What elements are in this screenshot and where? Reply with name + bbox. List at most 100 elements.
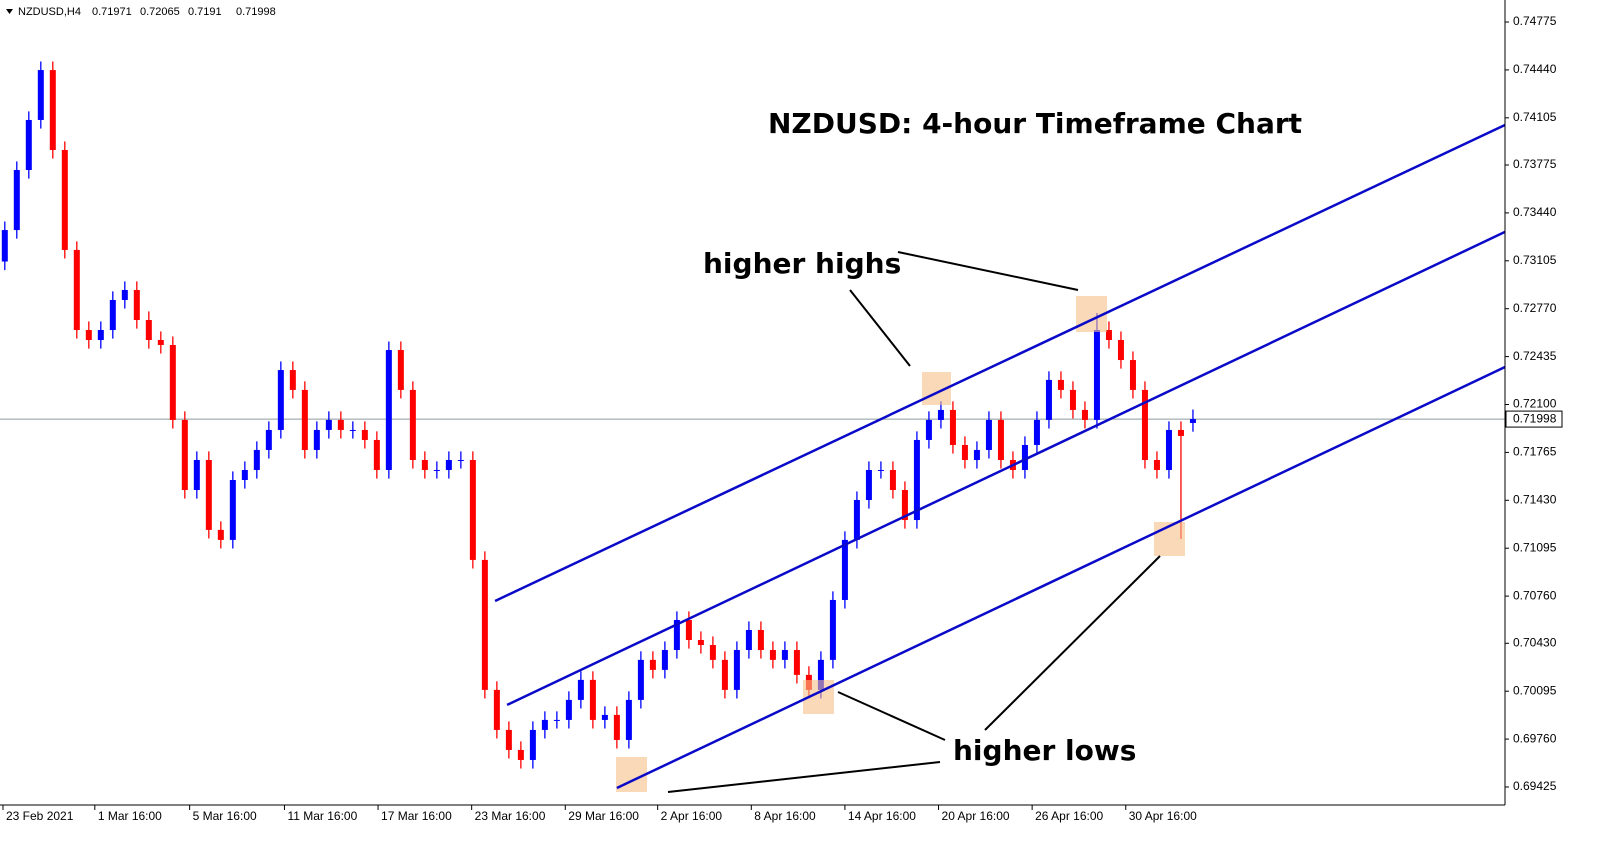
candle-body [757,629,764,651]
y-tick-label: 0.73105 [1513,253,1557,267]
candle-body [601,714,608,720]
x-tick-label: 5 Mar 16:00 [193,809,257,823]
pointer-line [849,289,911,367]
candle-body [409,389,416,460]
candle-body [145,319,152,341]
candle-body [13,170,20,231]
candle-body [889,469,896,491]
candle-body [541,719,548,730]
candle-body [877,469,884,471]
bid-label: 0.71998 [1513,411,1557,425]
y-tick-label: 0.71765 [1513,445,1557,459]
pointer-line [667,761,941,793]
candle-body [481,559,488,690]
candle-body [85,330,92,341]
y-tick-label: 0.73775 [1513,157,1557,171]
candle-body [733,650,740,690]
x-tick-label: 8 Apr 16:00 [754,809,816,823]
candle-body [1189,419,1196,423]
candle-body [565,699,572,720]
candle-body [613,714,620,740]
x-tick-label: 1 Mar 16:00 [98,809,162,823]
candle-body [325,419,332,430]
candle-body [289,370,296,390]
collapse-icon[interactable] [6,9,13,14]
chart-title: NZDUSD: 4-hour Timeframe Chart [768,107,1302,140]
candle-body [217,529,224,540]
candle-body [745,629,752,651]
candle-body [913,439,920,521]
y-tick-label: 0.69760 [1513,731,1557,745]
candle-body [457,459,464,461]
symbol: NZDUSD,H4 [18,6,81,18]
candle-body [229,479,236,540]
candle-body [349,429,356,431]
candle-body [829,599,836,660]
candle-body [685,619,692,640]
candle-body [1093,330,1100,420]
candle-body [385,350,392,470]
candle-body [865,469,872,501]
candle-body [781,650,788,660]
candle-body [1141,389,1148,460]
x-tick-label: 20 Apr 16:00 [942,809,1010,823]
x-tick-label: 11 Mar 16:00 [287,809,357,823]
pointer-line [984,555,1161,731]
trendline [616,365,1506,790]
candle-body [61,149,68,250]
candle-body [205,459,212,530]
candle-body [373,439,380,470]
ohlc-low: 0.7191 [188,6,222,18]
candle-body [1105,330,1112,341]
annotation: higher highs [703,247,901,280]
candle-body [313,429,320,450]
y-tick-label: 0.72100 [1513,397,1557,411]
candle-body [961,444,968,460]
y-tick-label: 0.70760 [1513,588,1557,602]
candle-body [121,289,128,300]
candle-body [277,370,284,430]
y-tick-label: 0.72435 [1513,349,1557,363]
candle-body [673,619,680,651]
candle-body [901,490,908,521]
candle-body [181,419,188,491]
candle-body [1069,389,1076,410]
candle-body [1081,409,1088,420]
ohlc-close: 0.71998 [236,6,276,18]
candle-body [505,729,512,750]
candle-body [937,409,944,420]
ohlc-open: 0.71971 [92,6,132,18]
trendline [506,230,1506,707]
y-tick-label: 0.70430 [1513,635,1557,649]
candle-body [637,659,644,700]
candle-body [793,650,800,675]
candle-body [49,70,56,150]
y-tick-label: 0.73440 [1513,205,1557,219]
x-tick-label: 23 Mar 16:00 [475,809,546,823]
candle-body [517,749,524,760]
candle-body [973,449,980,460]
candle-body [37,70,44,120]
candle-body [469,459,476,560]
candle-body [853,500,860,540]
y-tick-label: 0.74440 [1513,62,1557,76]
trendline [494,123,1506,603]
candle-body [445,459,452,470]
candle-body [241,469,248,480]
x-tick-label: 26 Apr 16:00 [1035,809,1103,823]
candle-body [1117,340,1124,361]
candle-body [301,389,308,450]
candle-body [433,469,440,471]
candle-body [1153,459,1160,470]
x-tick-label: 30 Apr 16:00 [1129,809,1197,823]
x-tick-label: 2 Apr 16:00 [661,809,723,823]
candle-body [97,330,104,341]
candle-body [721,659,728,690]
y-tick-label: 0.70095 [1513,683,1557,697]
candle-body [661,650,668,670]
candle-body [337,419,344,430]
candle-body [1045,379,1052,420]
candle-body [253,449,260,470]
candle-body [625,699,632,740]
